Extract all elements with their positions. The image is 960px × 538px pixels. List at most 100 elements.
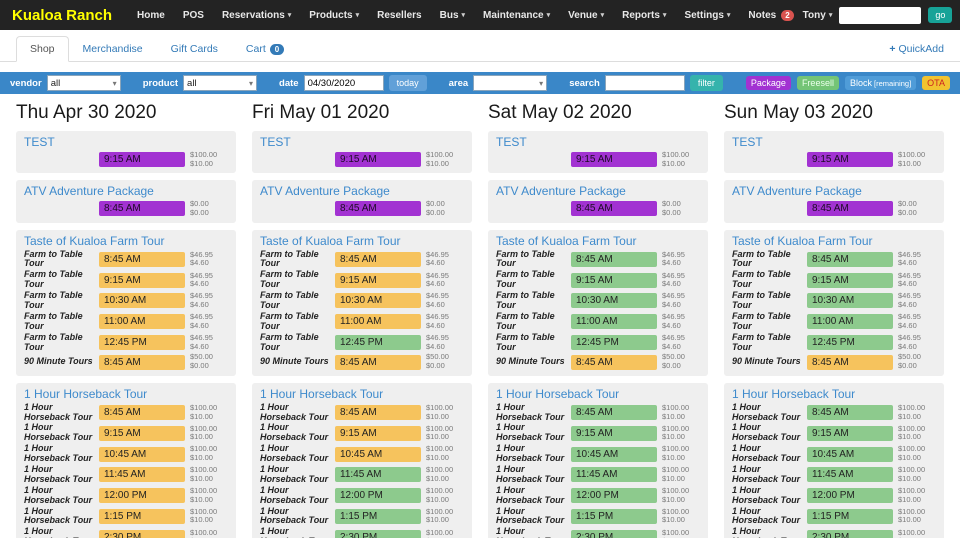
time-slot-button[interactable]: 8:45 AM xyxy=(335,201,421,217)
time-slot-button[interactable]: 8:45 AM xyxy=(99,201,185,217)
time-slot-button[interactable]: 2:30 PM xyxy=(99,529,185,538)
time-slot-button[interactable]: 10:30 AM xyxy=(571,293,657,309)
time-slot-button[interactable]: 8:45 AM xyxy=(571,251,657,267)
time-slot-button[interactable]: 9:15 AM xyxy=(571,152,657,168)
time-slot-button[interactable]: 2:30 PM xyxy=(571,529,657,538)
time-slot-button[interactable]: 9:15 AM xyxy=(99,272,185,288)
time-slot-button[interactable]: 12:00 PM xyxy=(99,488,185,504)
nav-item-reports[interactable]: Reports ▾ xyxy=(613,10,675,21)
tour-title-link[interactable]: ATV Adventure Package xyxy=(260,184,390,199)
tour-title-link[interactable]: TEST xyxy=(496,135,527,149)
time-slot-button[interactable]: 8:45 AM xyxy=(571,354,657,370)
date-input[interactable] xyxy=(303,75,384,91)
time-slot-button[interactable]: 12:45 PM xyxy=(807,335,893,351)
nav-item-bus[interactable]: Bus ▾ xyxy=(431,10,474,21)
tab-cart[interactable]: Cart 0 xyxy=(232,36,298,62)
time-slot-button[interactable]: 8:45 AM xyxy=(807,201,893,217)
time-slot-button[interactable]: 2:30 PM xyxy=(807,529,893,538)
time-slot-button[interactable]: 10:45 AM xyxy=(571,446,657,462)
search-input[interactable] xyxy=(604,75,685,91)
time-slot-button[interactable]: 12:45 PM xyxy=(335,335,421,351)
time-slot-button[interactable]: 1:15 PM xyxy=(99,508,185,524)
tour-title-link[interactable]: Taste of Kualoa Farm Tour xyxy=(496,233,637,248)
time-slot-button[interactable]: 11:45 AM xyxy=(807,467,893,483)
time-slot-button[interactable]: 8:45 AM xyxy=(571,201,657,217)
nav-item-notes[interactable]: Notes 2 xyxy=(739,9,802,21)
vendor-select[interactable]: all ▾ xyxy=(46,75,121,91)
time-slot-button[interactable]: 11:45 AM xyxy=(99,467,185,483)
user-menu[interactable]: Tony ▾ xyxy=(803,10,833,21)
time-slot-button[interactable]: 1:15 PM xyxy=(807,508,893,524)
time-slot-button[interactable]: 9:15 AM xyxy=(571,425,657,441)
tour-title-link[interactable]: TEST xyxy=(24,135,55,149)
time-slot-button[interactable]: 8:45 AM xyxy=(99,354,185,370)
time-slot-button[interactable]: 11:00 AM xyxy=(571,314,657,330)
time-slot-button[interactable]: 12:45 PM xyxy=(99,335,185,351)
time-slot-button[interactable]: 11:00 AM xyxy=(99,314,185,330)
filter-button[interactable]: filter xyxy=(689,75,723,91)
nav-item-home[interactable]: Home xyxy=(128,10,174,21)
tour-title-link[interactable]: TEST xyxy=(732,135,763,149)
time-slot-button[interactable]: 9:15 AM xyxy=(99,152,185,168)
time-slot-button[interactable]: 8:45 AM xyxy=(335,251,421,267)
area-select[interactable]: ▾ xyxy=(473,75,548,91)
nav-item-pos[interactable]: POS xyxy=(174,10,213,21)
time-slot-button[interactable]: 10:30 AM xyxy=(335,293,421,309)
time-slot-button[interactable]: 9:15 AM xyxy=(99,425,185,441)
today-button[interactable]: today xyxy=(388,75,427,91)
global-search-input[interactable] xyxy=(839,6,922,24)
nav-item-resellers[interactable]: Resellers xyxy=(368,10,430,21)
nav-item-maintenance[interactable]: Maintenance ▾ xyxy=(474,10,559,21)
time-slot-button[interactable]: 9:15 AM xyxy=(807,272,893,288)
time-slot-button[interactable]: 9:15 AM xyxy=(335,425,421,441)
time-slot-button[interactable]: 10:30 AM xyxy=(807,293,893,309)
tour-title-link[interactable]: 1 Hour Horseback Tour xyxy=(260,386,384,401)
go-button[interactable]: go xyxy=(928,7,953,23)
time-slot-button[interactable]: 9:15 AM xyxy=(571,272,657,288)
time-slot-button[interactable]: 9:15 AM xyxy=(807,152,893,168)
tour-title-link[interactable]: Taste of Kualoa Farm Tour xyxy=(732,233,873,248)
time-slot-button[interactable]: 10:45 AM xyxy=(99,446,185,462)
time-slot-button[interactable]: 10:30 AM xyxy=(99,293,185,309)
time-slot-button[interactable]: 2:30 PM xyxy=(335,529,421,538)
time-slot-button[interactable]: 11:00 AM xyxy=(807,314,893,330)
time-slot-button[interactable]: 8:45 AM xyxy=(99,405,185,421)
tab-gift-cards[interactable]: Gift Cards xyxy=(157,36,232,62)
tour-title-link[interactable]: 1 Hour Horseback Tour xyxy=(496,386,620,401)
quickadd-link[interactable]: + QuickAdd xyxy=(889,43,944,55)
tour-title-link[interactable]: Taste of Kualoa Farm Tour xyxy=(260,233,401,248)
brand-logo[interactable]: Kualoa Ranch xyxy=(12,6,113,24)
tour-title-link[interactable]: ATV Adventure Package xyxy=(732,184,862,199)
tour-title-link[interactable]: ATV Adventure Package xyxy=(24,184,154,199)
time-slot-button[interactable]: 12:00 PM xyxy=(335,488,421,504)
time-slot-button[interactable]: 11:45 AM xyxy=(335,467,421,483)
time-slot-button[interactable]: 8:45 AM xyxy=(335,354,421,370)
time-slot-button[interactable]: 1:15 PM xyxy=(335,508,421,524)
time-slot-button[interactable]: 10:45 AM xyxy=(807,446,893,462)
time-slot-button[interactable]: 8:45 AM xyxy=(807,354,893,370)
product-select[interactable]: all ▾ xyxy=(183,75,258,91)
tour-title-link[interactable]: 1 Hour Horseback Tour xyxy=(24,386,148,401)
nav-item-venue[interactable]: Venue ▾ xyxy=(559,10,613,21)
tab-shop[interactable]: Shop xyxy=(16,36,69,62)
time-slot-button[interactable]: 11:00 AM xyxy=(335,314,421,330)
time-slot-button[interactable]: 12:00 PM xyxy=(571,488,657,504)
time-slot-button[interactable]: 8:45 AM xyxy=(99,251,185,267)
nav-item-settings[interactable]: Settings ▾ xyxy=(675,10,739,21)
nav-item-products[interactable]: Products ▾ xyxy=(300,10,368,21)
time-slot-button[interactable]: 12:45 PM xyxy=(571,335,657,351)
time-slot-button[interactable]: 8:45 AM xyxy=(571,405,657,421)
time-slot-button[interactable]: 1:15 PM xyxy=(571,508,657,524)
time-slot-button[interactable]: 8:45 AM xyxy=(335,405,421,421)
time-slot-button[interactable]: 8:45 AM xyxy=(807,405,893,421)
tour-title-link[interactable]: Taste of Kualoa Farm Tour xyxy=(24,233,165,248)
time-slot-button[interactable]: 9:15 AM xyxy=(335,152,421,168)
time-slot-button[interactable]: 10:45 AM xyxy=(335,446,421,462)
tab-merchandise[interactable]: Merchandise xyxy=(69,36,157,62)
tour-title-link[interactable]: 1 Hour Horseback Tour xyxy=(732,386,856,401)
time-slot-button[interactable]: 8:45 AM xyxy=(807,251,893,267)
time-slot-button[interactable]: 9:15 AM xyxy=(335,272,421,288)
time-slot-button[interactable]: 12:00 PM xyxy=(807,488,893,504)
time-slot-button[interactable]: 11:45 AM xyxy=(571,467,657,483)
time-slot-button[interactable]: 9:15 AM xyxy=(807,425,893,441)
